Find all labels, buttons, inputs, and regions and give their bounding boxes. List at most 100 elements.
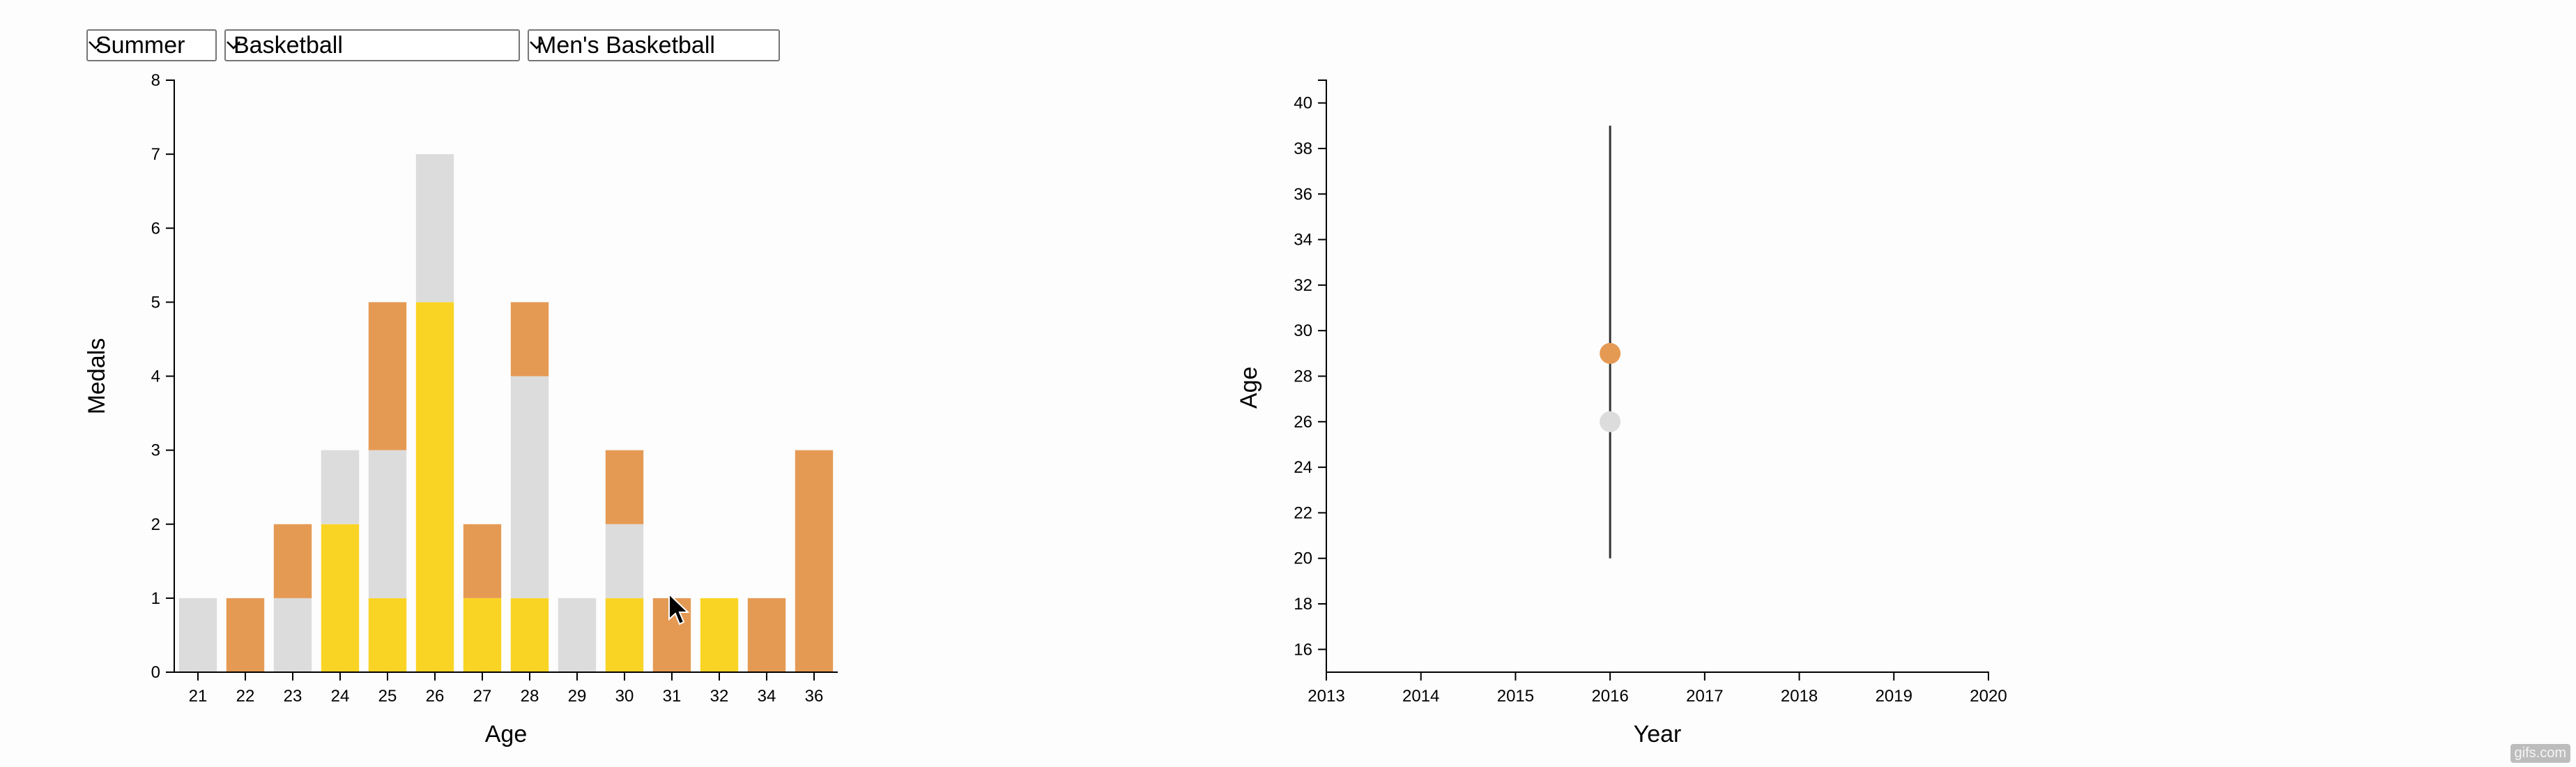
x-tick: 2013 — [1308, 672, 1345, 706]
bar-silver-age-21 — [178, 598, 217, 672]
y-axis-title: Medals — [84, 338, 110, 415]
y-tick-label: 4 — [151, 367, 160, 386]
y-tick-label: 34 — [1294, 231, 1312, 250]
bar-bronze-age-27 — [463, 524, 502, 598]
bar-gold-age-32 — [700, 598, 739, 672]
y-tick-label: 30 — [1294, 321, 1312, 340]
bar-bronze-age-23 — [273, 524, 312, 598]
season-select-value: Summer — [95, 32, 185, 59]
x-tick-label: 24 — [331, 687, 350, 706]
bar-bronze-age-30 — [605, 450, 644, 524]
bar-gold-age-24 — [321, 524, 360, 672]
y-tick: 18 — [1294, 595, 1326, 614]
x-tick-label: 26 — [426, 687, 445, 706]
x-tick: 31 — [663, 672, 682, 706]
chevron-down-icon — [227, 41, 240, 50]
x-tick: 23 — [284, 672, 302, 706]
x-tick: 26 — [426, 672, 445, 706]
x-tick-label: 32 — [710, 687, 729, 706]
bar-bronze-age-36 — [795, 450, 834, 672]
bar-gold-age-25 — [368, 598, 407, 672]
bar-silver-age-24 — [321, 450, 360, 524]
bar-bronze-age-28 — [510, 302, 549, 377]
y-tick-label: 1 — [151, 589, 160, 608]
y-tick-label: 24 — [1294, 458, 1312, 477]
bar-silver-age-25 — [368, 450, 407, 598]
x-tick: 22 — [236, 672, 255, 706]
y-tick: 1 — [151, 589, 174, 608]
y-axis-line — [1318, 79, 1327, 672]
x-tick: 36 — [805, 672, 823, 706]
y-tick: 28 — [1294, 367, 1326, 386]
event-select[interactable]: Men's Basketball — [528, 29, 780, 61]
bar-bronze-age-34 — [747, 598, 786, 672]
y-tick: 5 — [151, 293, 174, 312]
x-tick-label: 2019 — [1876, 687, 1912, 706]
y-tick: 38 — [1294, 139, 1326, 158]
y-tick: 20 — [1294, 549, 1326, 568]
point-bronze-2016 — [1600, 342, 1621, 364]
bar-bronze-age-25 — [368, 302, 407, 450]
season-select[interactable]: Summer — [86, 29, 217, 61]
x-tick-label: 2014 — [1402, 687, 1439, 706]
y-tick: 16 — [1294, 640, 1326, 659]
y-tick-label: 38 — [1294, 139, 1312, 158]
y-tick: 34 — [1294, 231, 1326, 250]
x-tick: 2020 — [1970, 672, 2007, 706]
y-tick: 40 — [1294, 94, 1326, 113]
x-tick-label: 2015 — [1497, 687, 1534, 706]
x-tick-label: 22 — [236, 687, 255, 706]
y-tick-label: 6 — [151, 219, 160, 238]
point-silver-2016 — [1600, 411, 1621, 432]
bar-gold-age-30 — [605, 598, 644, 672]
y-tick-label: 5 — [151, 293, 160, 312]
bar-silver-age-23 — [273, 598, 312, 672]
x-tick: 2014 — [1402, 672, 1439, 706]
y-tick: 30 — [1294, 321, 1326, 340]
x-tick: 2016 — [1591, 672, 1629, 706]
sport-select-value: Basketball — [233, 32, 343, 59]
y-tick-label: 22 — [1294, 503, 1312, 522]
bar-gold-age-27 — [463, 598, 502, 672]
x-tick-label: 2013 — [1308, 687, 1344, 706]
x-tick: 21 — [189, 672, 208, 706]
y-tick: 2 — [151, 515, 174, 534]
x-axis-title: Year — [1634, 721, 1682, 747]
y-tick-label: 36 — [1294, 185, 1312, 204]
bar-bronze-age-22 — [226, 598, 265, 672]
x-tick: 25 — [378, 672, 397, 706]
chevron-down-icon — [530, 41, 544, 50]
x-tick-label: 27 — [473, 687, 492, 706]
y-tick: 24 — [1294, 458, 1326, 477]
y-tick-label: 8 — [151, 71, 160, 90]
x-tick-label: 31 — [663, 687, 682, 706]
y-tick-label: 18 — [1294, 595, 1312, 614]
y-tick: 36 — [1294, 185, 1326, 204]
event-select-value: Men's Basketball — [537, 32, 715, 59]
y-tick-label: 7 — [151, 145, 160, 164]
x-tick-label: 21 — [189, 687, 208, 706]
x-tick-label: 23 — [284, 687, 302, 706]
sport-select[interactable]: Basketball — [224, 29, 520, 61]
x-tick-label: 28 — [521, 687, 539, 706]
x-tick: 28 — [521, 672, 539, 706]
x-tick: 2017 — [1686, 672, 1724, 706]
bar-silver-age-26 — [415, 154, 454, 303]
y-tick: 3 — [151, 441, 174, 460]
mouse-cursor-icon — [668, 593, 690, 625]
x-tick-label: 29 — [568, 687, 587, 706]
y-tick: 0 — [151, 663, 174, 682]
x-tick-label: 30 — [615, 687, 634, 706]
y-tick: 4 — [151, 367, 174, 386]
x-axis-line — [1326, 671, 1989, 681]
x-tick-label: 25 — [378, 687, 397, 706]
x-tick-label: 2018 — [1781, 687, 1818, 706]
y-tick-label: 3 — [151, 441, 160, 460]
y-tick-label: 28 — [1294, 367, 1312, 386]
y-tick-label: 26 — [1294, 413, 1312, 432]
y-tick: 6 — [151, 219, 174, 238]
bar-gold-age-26 — [415, 302, 454, 672]
x-tick-label: 2020 — [1970, 687, 2007, 706]
